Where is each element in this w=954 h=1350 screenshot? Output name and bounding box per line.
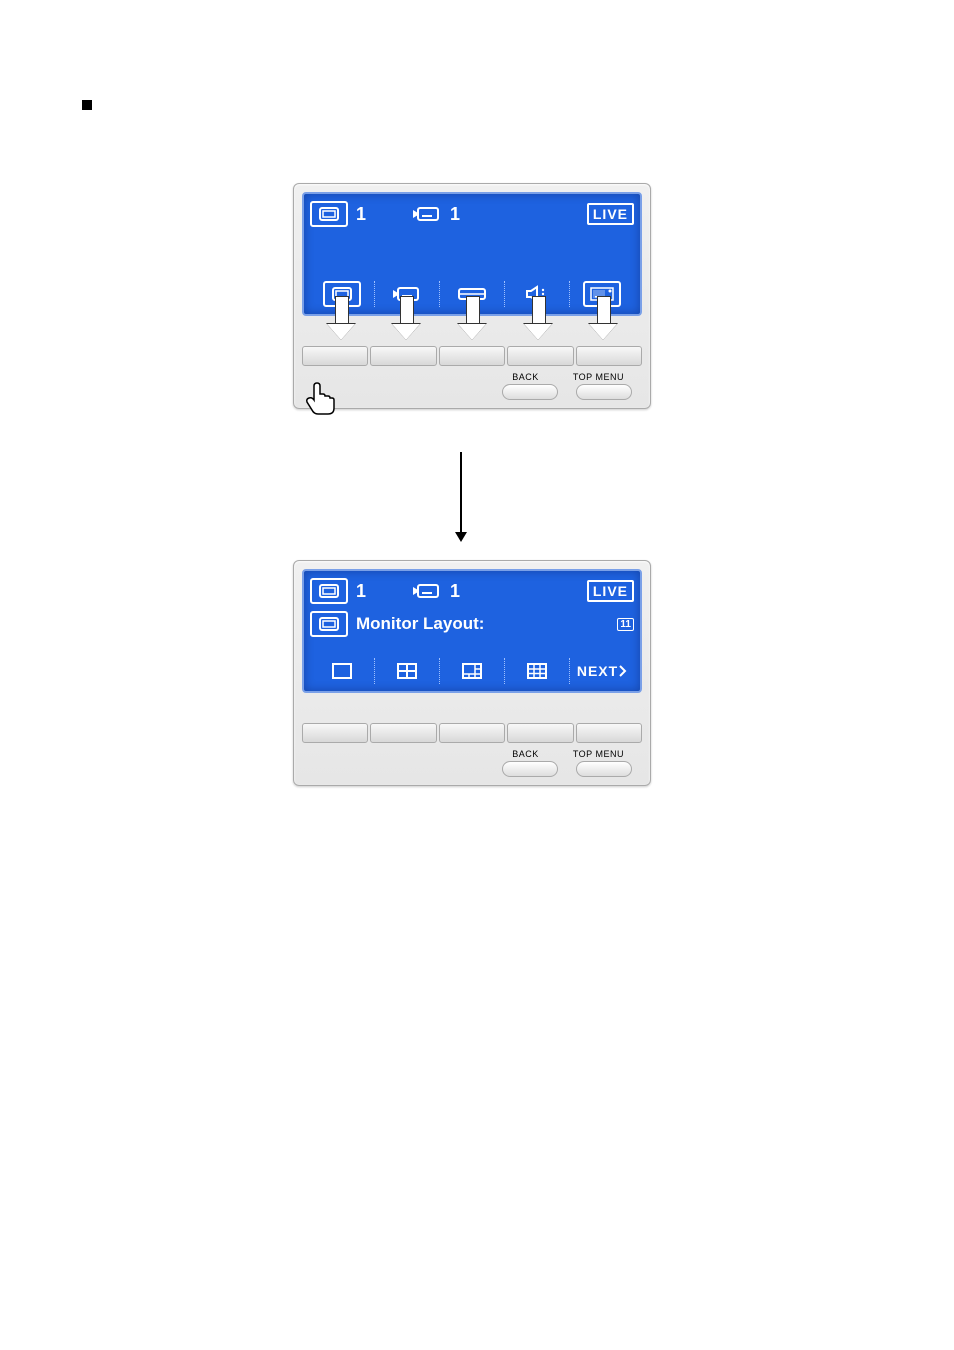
- camera-icon: [412, 582, 442, 600]
- section-bullet: [82, 100, 92, 110]
- back-button[interactable]: [502, 384, 558, 400]
- camera-icon: [412, 205, 442, 223]
- status-badge: LIVE: [587, 580, 634, 602]
- topmenu-button[interactable]: [576, 384, 632, 400]
- layout-2x2-icon: [396, 662, 418, 680]
- flow-arrow: [460, 452, 462, 532]
- hardkey-3[interactable]: [439, 346, 505, 366]
- softkey-next[interactable]: NEXT: [569, 658, 634, 684]
- lcd-screen-2: 1 1 LIVE Monitor Layout: 11: [302, 569, 642, 693]
- monitor-icon: [310, 578, 348, 604]
- hardkey-5[interactable]: [576, 723, 642, 743]
- back-label: BACK: [512, 372, 539, 382]
- monitor-layout-label: Monitor Layout:: [356, 614, 484, 634]
- back-button[interactable]: [502, 761, 558, 777]
- next-label: NEXT: [577, 663, 618, 679]
- device-panel-1: 1 1 LIVE: [293, 183, 651, 409]
- hardkey-3[interactable]: [439, 723, 505, 743]
- camera-number: 1: [450, 581, 460, 602]
- hardkey-2[interactable]: [370, 346, 436, 366]
- hardware-key-row: [302, 346, 642, 366]
- chevron-right-icon: [619, 665, 627, 677]
- softkey-layout-3x3[interactable]: [504, 658, 569, 684]
- back-label: BACK: [512, 749, 539, 759]
- hardkey-1[interactable]: [302, 346, 368, 366]
- layout-3x3-icon: [526, 662, 548, 680]
- hardkey-2[interactable]: [370, 723, 436, 743]
- hardkey-4[interactable]: [507, 723, 573, 743]
- topmenu-button[interactable]: [576, 761, 632, 777]
- hardkey-5[interactable]: [576, 346, 642, 366]
- softkey-layout-2x2[interactable]: [374, 658, 439, 684]
- softkey-arrows: [308, 296, 636, 346]
- topmenu-label: TOP MENU: [573, 749, 624, 759]
- layout-badge: 11: [617, 618, 634, 631]
- monitor-number: 1: [356, 581, 366, 602]
- hardkey-4[interactable]: [507, 346, 573, 366]
- topmenu-label: TOP MENU: [573, 372, 624, 382]
- hardware-key-row: [302, 723, 642, 743]
- layout-1plus5-icon: [461, 662, 483, 680]
- monitor-icon: [310, 611, 348, 637]
- device-panel-2: 1 1 LIVE Monitor Layout: 11: [293, 560, 651, 786]
- softkey-layout-1x1[interactable]: [310, 658, 374, 684]
- softkey-layout-1plus5[interactable]: [439, 658, 504, 684]
- hardkey-1[interactable]: [302, 723, 368, 743]
- monitor-number: 1: [356, 204, 366, 225]
- monitor-icon: [310, 201, 348, 227]
- layout-1x1-icon: [331, 662, 353, 680]
- hand-cursor-icon: [300, 378, 340, 418]
- camera-number: 1: [450, 204, 460, 225]
- status-badge: LIVE: [587, 203, 634, 225]
